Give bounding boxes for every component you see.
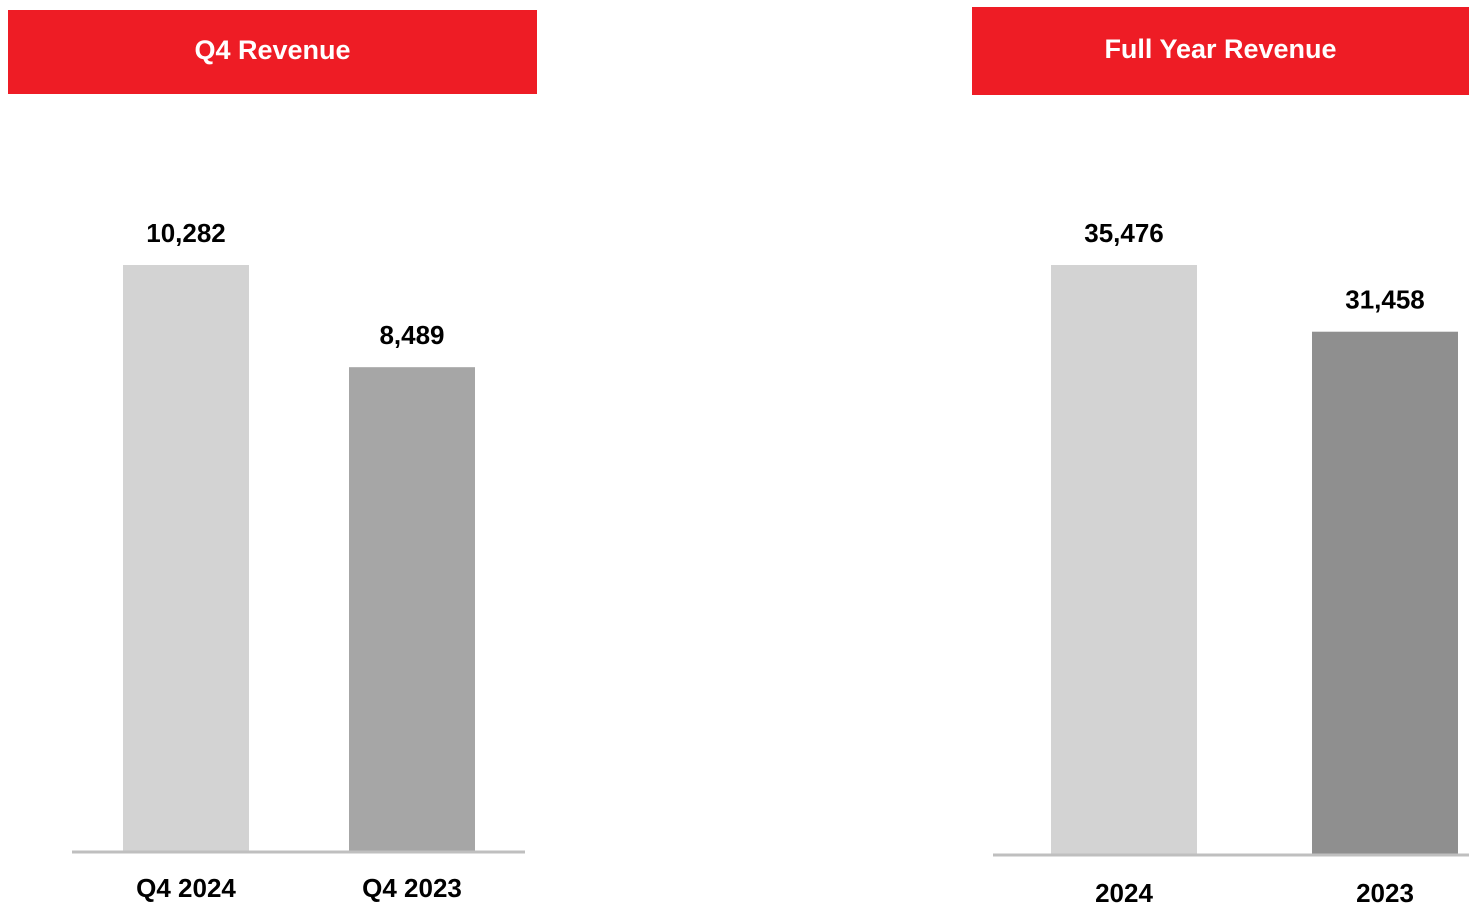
value-label: 31,458: [1345, 285, 1425, 315]
bar: [1051, 265, 1197, 854]
value-label: 35,476: [1084, 218, 1164, 248]
bar: [123, 265, 249, 851]
x-tick-label: 2023: [1356, 878, 1414, 906]
value-label: 10,282: [146, 218, 226, 248]
value-label: 8,489: [379, 320, 444, 350]
chart-title: Q4 Revenue: [194, 35, 350, 65]
bar: [349, 367, 475, 851]
chart-title: Full Year Revenue: [1104, 34, 1336, 64]
title-banner: [8, 10, 537, 94]
bar: [1312, 331, 1458, 854]
x-tick-label: 2024: [1095, 878, 1153, 906]
title-banner: [972, 7, 1469, 95]
x-tick-label: Q4 2023: [362, 873, 462, 903]
x-tick-label: Q4 2024: [136, 873, 236, 903]
